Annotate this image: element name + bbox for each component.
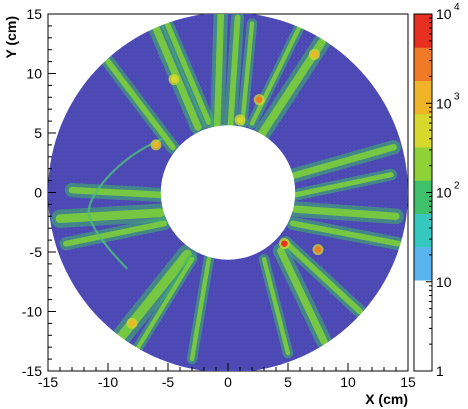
hotspot [256,96,263,103]
track-core [146,14,202,131]
x-tick-label: 0 [224,374,232,390]
x-tick-label: -5 [162,374,175,390]
colorbar-label: 1 [436,363,444,379]
hotspot [311,51,318,58]
track-core [292,172,394,198]
track-core [282,239,363,315]
track-core [249,23,303,126]
y-tick-label: 0 [34,185,42,201]
track-core [213,14,225,130]
track-core [277,247,328,345]
colorbar-label: 10 [436,185,452,201]
hotspot [314,246,322,253]
colorbar-label-exponent: 2 [454,181,460,192]
y-tick-label: 5 [34,125,42,141]
track-core [63,220,168,247]
x-tick-label: -15 [38,374,58,390]
track-core [240,21,255,126]
track-core [105,58,176,151]
track-core [55,208,166,224]
track-core [289,220,402,247]
colorbar-label: 10 [436,6,452,22]
colorbar-segment [414,180,432,214]
track-core [227,14,241,129]
y-tick-label: -10 [22,304,42,320]
tracks-layer [50,14,405,365]
colorbar-segment [414,147,432,181]
hotspot [152,141,160,149]
hotspot [281,240,288,247]
track-core [162,17,212,126]
x-tick-label: 15 [400,374,416,390]
x-axis-title: X (cm) [365,391,408,407]
colorbar-segment [414,246,432,281]
y-axis: -15 -10 -5 0 5 10 15 [22,6,56,379]
colorbar-segment [414,80,432,115]
y-tick-label: -15 [22,363,42,379]
y-tick-label: -5 [30,244,43,260]
colorbar-segment [414,14,432,48]
colorbar-segment [414,113,432,148]
y-axis-title: Y (cm) [3,16,19,59]
colorbar-label: 10 [436,95,452,111]
colorbar-label-exponent: 4 [454,2,460,13]
colorbar-segment [414,213,432,248]
colorbar-label-exponent: 3 [454,91,460,102]
x-tick-label: -10 [98,374,118,390]
hotspot [170,76,178,83]
x-tick-label: 5 [284,374,292,390]
colorbar-label: 10 [436,274,452,290]
arc-track-layer [87,137,163,270]
hotspot [128,320,136,327]
track-core [291,205,400,220]
hotspot [236,116,244,124]
arc-track [87,137,163,270]
track-core [261,256,291,356]
x-axis: -15 -10 -5 0 5 10 15 [38,363,416,390]
track-core [189,256,211,362]
hotspots-layer [126,48,324,329]
y-tick-label: 10 [26,66,42,82]
colorbar-segment [414,47,432,81]
track-core [68,186,165,199]
x-tick-label: 10 [340,374,356,390]
y-tick-label: 15 [26,6,42,22]
detector-ring [48,14,408,371]
track-core [134,256,195,352]
track-core [289,144,397,180]
